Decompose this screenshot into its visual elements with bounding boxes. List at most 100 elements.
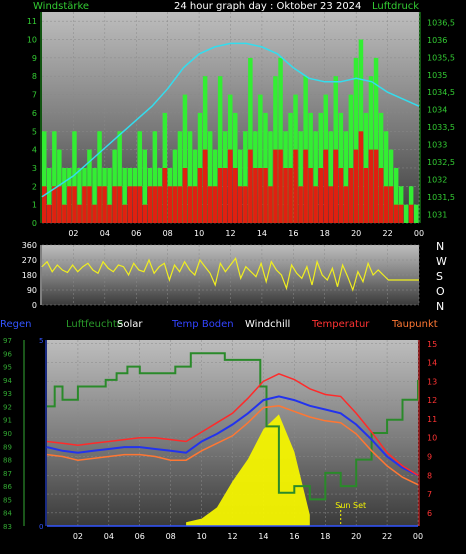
- y-left-tick: 11: [27, 17, 37, 26]
- y-humidity-tick: 96: [3, 350, 12, 358]
- wind-avg-bar: [97, 186, 102, 223]
- wind-avg-bar: [82, 186, 87, 223]
- legend-item: Taupunkt: [392, 319, 438, 330]
- wind-avg-bar: [363, 168, 369, 223]
- y-humidity-tick: 97: [3, 337, 12, 345]
- y-temp-tick: 14: [427, 359, 437, 368]
- x-tick-label: 14: [258, 532, 268, 541]
- legend-item: Windchill: [245, 319, 291, 330]
- x-tick-label: 14: [257, 229, 267, 238]
- header-title: 24 hour graph day : Oktober 23 2024: [174, 1, 362, 12]
- sunset-label: Sun Set: [335, 501, 366, 510]
- y-right-tick: 1033,5: [427, 123, 455, 132]
- y-tick-label: 0: [32, 301, 37, 310]
- wind-gust-bar: [197, 112, 203, 223]
- compass-label: S: [436, 270, 443, 283]
- x-tick-label: 12: [225, 229, 235, 238]
- wind-avg-bar: [42, 186, 47, 223]
- wind-avg-bar: [102, 186, 107, 223]
- y-humidity-tick: 95: [3, 364, 12, 372]
- x-tick-label: 20: [351, 229, 361, 238]
- y-tick-label: 90: [27, 286, 37, 295]
- x-tick-label: 08: [163, 229, 173, 238]
- y-left-tick: 7: [32, 91, 37, 100]
- y-temp-tick: 6: [427, 509, 432, 518]
- header-left-label: Windstärke: [33, 1, 90, 12]
- y-temp-tick: 15: [427, 340, 437, 349]
- y-left-tick: 10: [27, 36, 37, 45]
- wind-gust-bar: [313, 131, 318, 223]
- compass-label: N: [436, 240, 445, 253]
- wind-avg-bar: [293, 149, 298, 223]
- wind-avg-bar: [298, 186, 303, 223]
- y-humidity-tick: 91: [3, 417, 12, 425]
- legend-item: Temperatur: [312, 319, 370, 330]
- x-tick-label: 10: [194, 229, 204, 238]
- wind-avg-bar: [212, 186, 218, 223]
- wind-avg-bar: [192, 186, 198, 223]
- wind-avg-bar: [408, 204, 414, 223]
- y-left-tick: 2: [32, 182, 37, 191]
- y-regen-tick: 5: [39, 337, 43, 345]
- wind-gust-bar: [358, 39, 364, 223]
- y-right-tick: 1034,5: [427, 88, 455, 97]
- wind-avg-bar: [197, 168, 203, 223]
- y-right-tick: 1034: [427, 106, 447, 115]
- wind-avg-bar: [92, 204, 97, 223]
- x-tick-label: 02: [73, 532, 83, 541]
- wind-avg-bar: [187, 186, 193, 223]
- x-tick-label: 04: [100, 229, 110, 238]
- y-humidity-tick: 85: [3, 496, 12, 504]
- wind-avg-bar: [132, 186, 137, 223]
- y-temp-tick: 8: [427, 471, 432, 480]
- wind-gust-bar: [353, 57, 359, 224]
- wind-avg-bar: [388, 186, 394, 223]
- x-tick-label: 18: [320, 229, 330, 238]
- wind-avg-bar: [152, 186, 158, 223]
- wind-avg-bar: [368, 149, 374, 223]
- y-temp-tick: 13: [427, 377, 437, 386]
- wind-avg-bar: [107, 204, 112, 223]
- wind-avg-bar: [248, 149, 253, 223]
- x-tick-label: 22: [382, 229, 392, 238]
- wind-gust-bar: [177, 131, 183, 223]
- wind-gust-bar: [288, 112, 293, 223]
- wind-avg-bar: [398, 204, 404, 223]
- legend: Regen Luftfeuchte Solar Temp Boden Windchill…: [0, 319, 466, 333]
- compass-label: W: [436, 255, 447, 268]
- wind-gust-bar: [263, 112, 268, 223]
- x-tick-label: 02: [68, 229, 78, 238]
- y-humidity-tick: 92: [3, 403, 12, 411]
- x-tick-label: 06: [131, 229, 141, 238]
- x-tick-label: 16: [289, 532, 299, 541]
- wind-avg-bar: [348, 168, 354, 223]
- y-humidity-tick: 84: [3, 510, 12, 518]
- wind-avg-bar: [308, 168, 313, 223]
- temperature-line: [46, 372, 419, 476]
- y-temp-tick: 11: [427, 415, 437, 424]
- wind-gust-bar: [182, 94, 188, 223]
- y-temp-tick: 9: [427, 452, 432, 461]
- y-right-tick: 1035: [427, 71, 447, 80]
- wind-gust-bar: [258, 94, 263, 223]
- y-left-tick: 1: [32, 201, 37, 210]
- compass-label: N: [436, 300, 445, 313]
- y-left-tick: 0: [32, 219, 37, 228]
- temp-boden-line: [46, 395, 419, 477]
- y-humidity-tick: 90: [3, 430, 12, 438]
- wind-gust-bar: [187, 131, 193, 223]
- wind-gust-bar: [363, 112, 369, 223]
- wind-gust-bar: [414, 204, 419, 223]
- wind-gust-bar: [47, 168, 52, 223]
- x-tick-label: 10: [196, 532, 206, 541]
- wind-gust-bar: [408, 186, 414, 223]
- wind-gust-bar: [393, 168, 399, 223]
- wind-avg-bar: [383, 186, 389, 223]
- wind-gust-bar: [162, 112, 168, 223]
- wind-gust-bar: [142, 149, 147, 223]
- y-humidity-tick: 83: [3, 523, 12, 531]
- legend-item: Regen: [0, 319, 32, 330]
- wind-avg-bar: [288, 168, 293, 223]
- wind-avg-bar: [117, 186, 122, 223]
